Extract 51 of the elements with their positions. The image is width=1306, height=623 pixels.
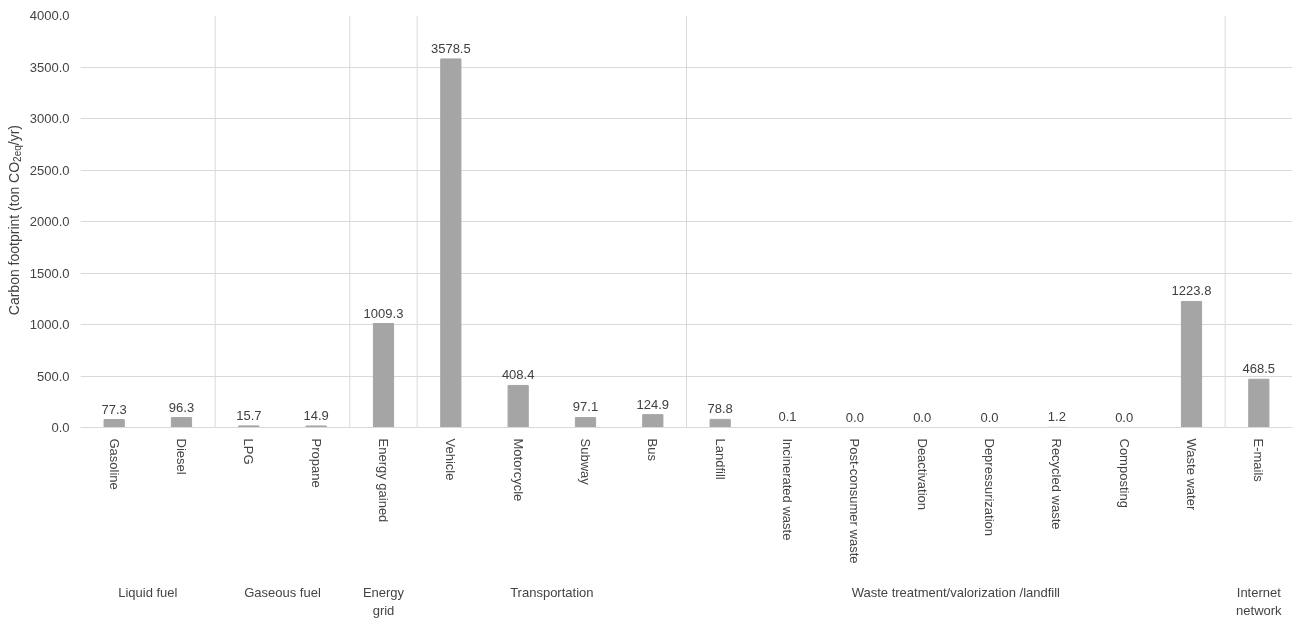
data-label: 1.2 [1047,409,1066,425]
x-tick-label: E-mails [1251,438,1267,483]
x-tick-label: Motorcycle [510,438,526,502]
data-label: 0.0 [913,409,932,425]
x-tick-label: Bus [645,438,661,462]
data-label: 124.9 [636,396,670,412]
x-tick-label: Incinerated waste [780,438,795,541]
data-label: 15.7 [236,407,262,423]
x-tick-label: Energy gained [376,438,391,523]
data-label: 468.5 [1242,361,1276,377]
x-tick-label: Subway [578,438,593,486]
x-tick-label: Recycled waste [1049,438,1065,530]
data-label: 14.9 [303,407,329,423]
text: Internet network [1236,584,1283,618]
y-tick-label: 1500.0 [29,265,70,281]
text: Gaseous fuel [244,584,321,600]
data-label: 0.0 [1115,409,1134,425]
data-label: 1223.8 [1171,283,1212,299]
x-tick-label: Vehicle [443,438,459,481]
x-tick-label: Deactivation [914,438,930,511]
x-tick-label: Propane [308,438,324,488]
data-label: 0.0 [980,409,999,425]
y-tick-label: 2500.0 [29,162,70,178]
data-label: 1009.3 [363,305,404,321]
data-label: 0.1 [778,409,797,425]
data-label: 96.3 [168,399,195,415]
text: Transportation [510,584,594,600]
y-tick-label: 0.0 [51,420,70,435]
data-label: 408.4 [501,367,535,383]
text: Liquid fuel [118,584,178,600]
x-tick-label: Gasoline [106,438,122,490]
data-label: 78.8 [707,401,733,417]
y-tick-label: 3000.0 [29,111,70,126]
x-tick-label: LPG [241,438,257,465]
data-label: 0.0 [845,409,864,425]
x-tick-label: Waste water [1184,438,1199,511]
x-tick-label: Landfill [712,438,728,480]
y-tick-label: 1000.0 [29,317,70,332]
y-tick-label: 500.0 [36,368,70,384]
data-label: 97.1 [572,399,599,415]
text: Energy grid [362,584,405,618]
y-tick-label: 3500.0 [29,59,70,75]
x-tick-label: Composting [1116,438,1132,508]
data-label: 77.3 [101,401,127,417]
y-tick-label: 2000.0 [29,214,70,229]
text: Waste treatment/valorization /landfill [851,584,1061,600]
x-tick-label: Depressurization [982,438,997,537]
y-tick-label: 4000.0 [29,8,70,23]
data-label: 3578.5 [430,40,471,56]
x-tick-label: Post-consumer waste [847,438,863,564]
x-tick-label: Diesel [174,438,189,475]
